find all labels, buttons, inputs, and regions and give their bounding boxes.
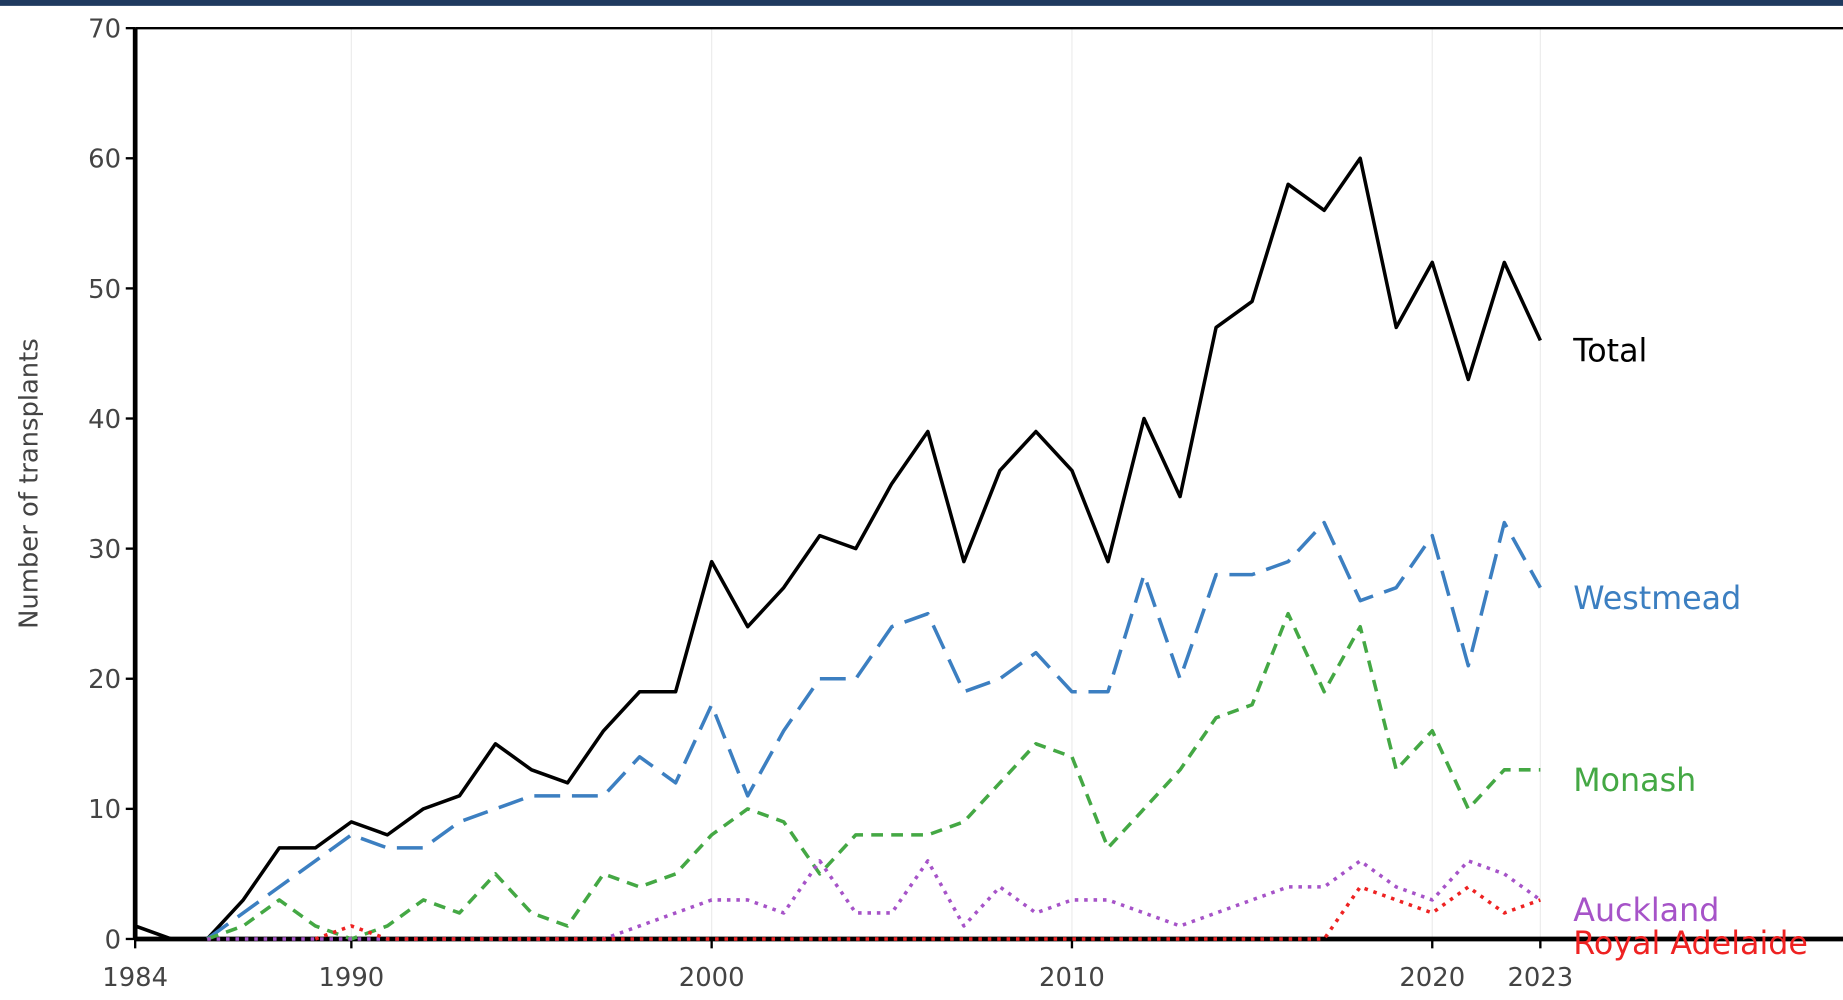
y-tick-label: 40 (88, 405, 121, 435)
y-tick-label: 0 (105, 925, 121, 955)
series-label: Monash (1573, 763, 1696, 799)
x-tick-label: 2000 (679, 963, 745, 993)
y-tick-label: 60 (88, 145, 121, 175)
series-line (207, 859, 1542, 941)
x-tick-label: 1990 (318, 963, 384, 993)
x-tick-label: 2010 (1039, 963, 1105, 993)
x-tick-label: 2020 (1399, 963, 1465, 993)
series-line (206, 611, 1541, 941)
y-axis-label: Number of transplants (15, 338, 45, 629)
y-tick-label: 20 (88, 665, 121, 695)
series-line (134, 156, 1542, 941)
x-tick-label: 1984 (102, 963, 168, 993)
x-tick-label: 2023 (1507, 963, 1573, 993)
series-label: Royal Adelaide (1573, 926, 1808, 962)
series-label: Auckland (1573, 893, 1719, 929)
top-banner (0, 0, 1843, 6)
y-tick-label: 30 (88, 535, 121, 565)
series-label: Westmead (1573, 581, 1741, 617)
series-line (314, 885, 1541, 941)
y-tick-label: 50 (88, 275, 121, 305)
y-tick-label: 70 (88, 15, 121, 45)
series-line (206, 520, 1542, 941)
y-tick-label: 10 (88, 795, 121, 825)
series-label: Total (1572, 334, 1647, 370)
